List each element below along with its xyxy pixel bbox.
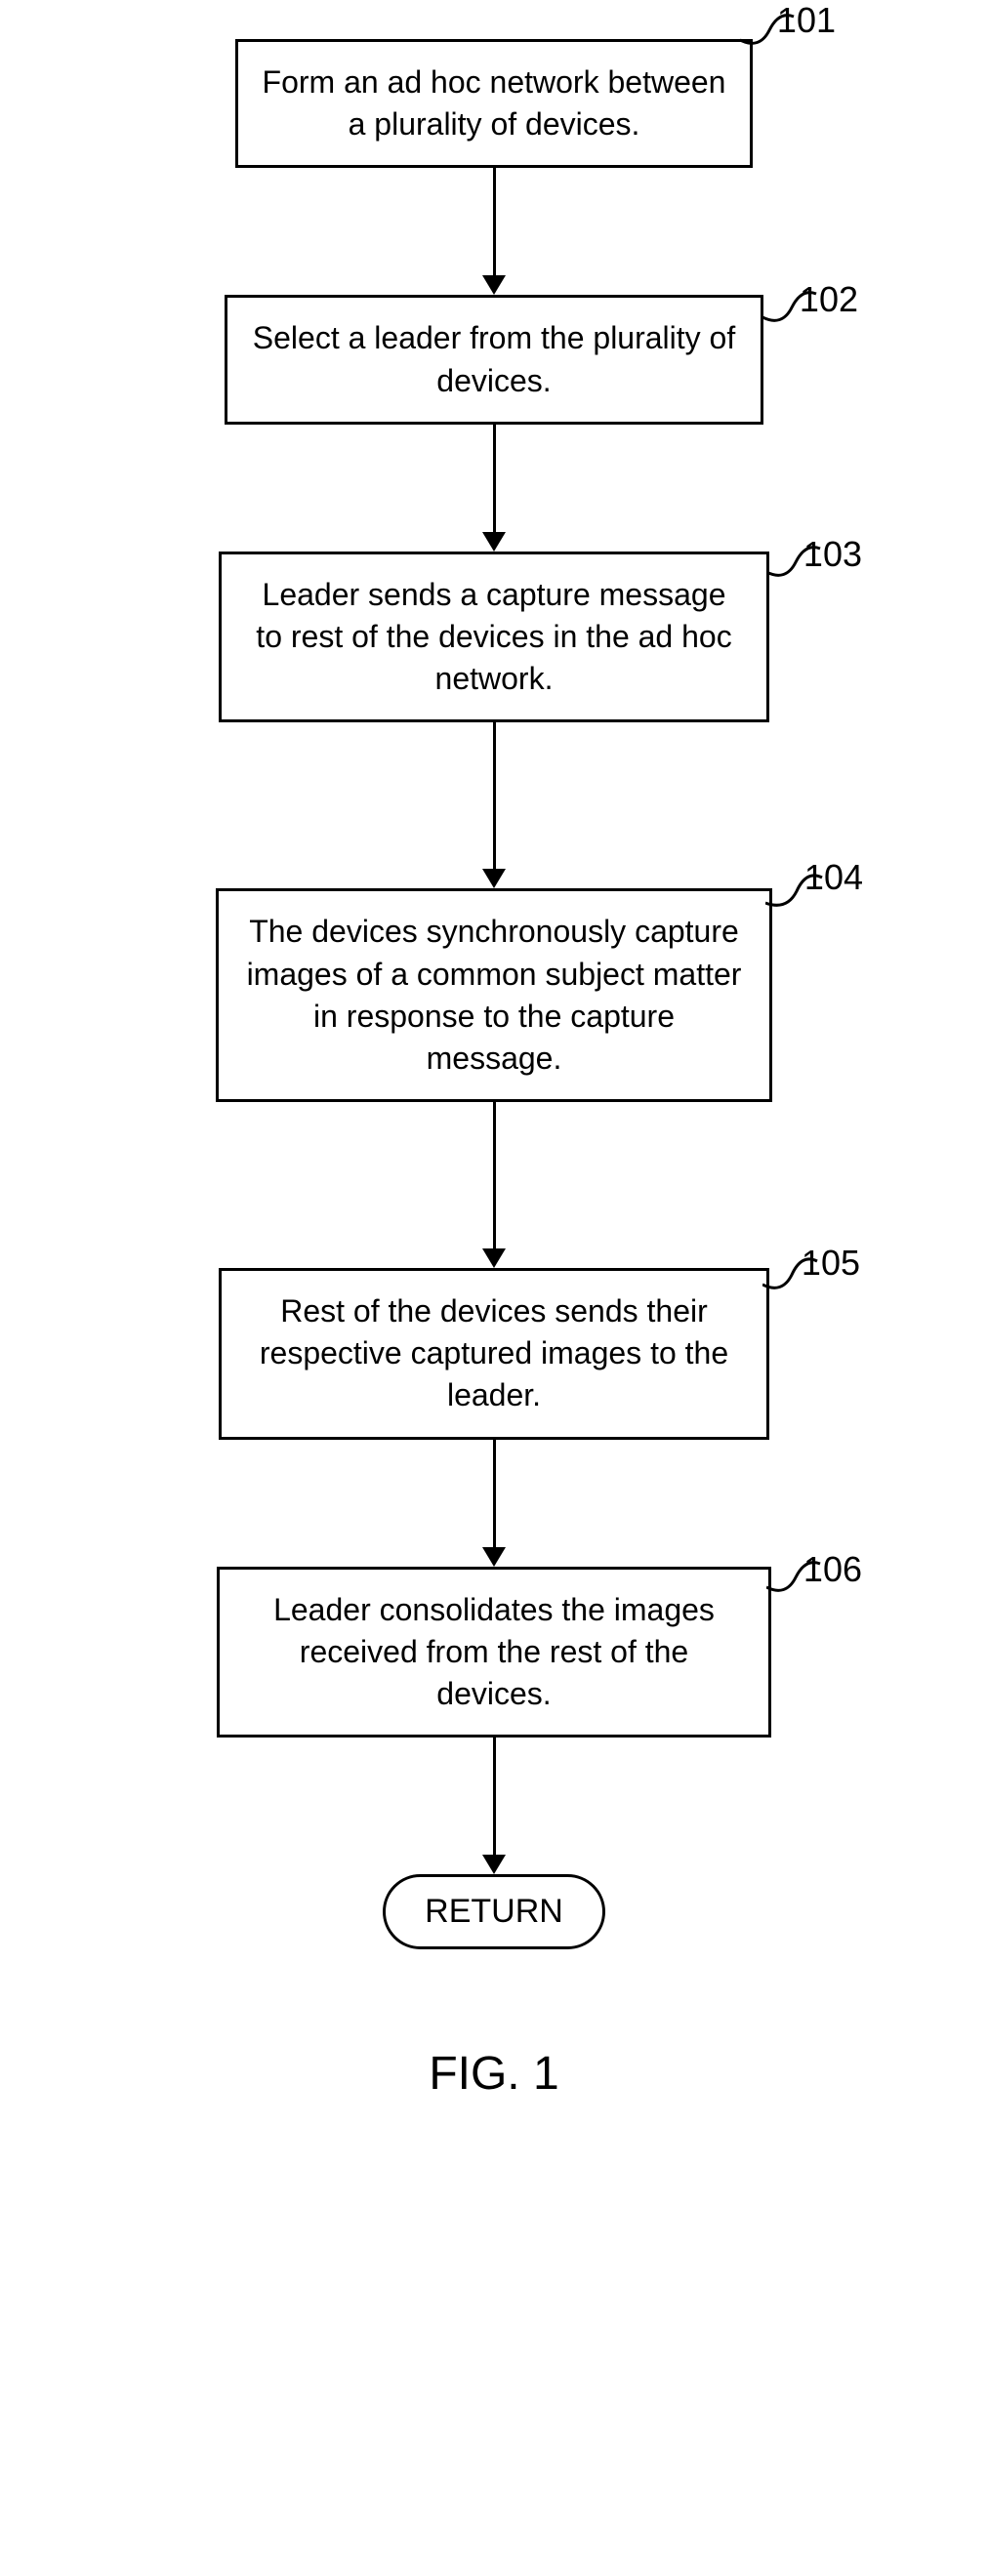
return-text: RETURN	[425, 1893, 563, 1930]
step-6-text: Leader consolidates the images received …	[273, 1592, 715, 1711]
arrow-6	[482, 1738, 506, 1874]
flowchart-step-3: Leader sends a capture message to rest o…	[219, 552, 769, 723]
step-wrapper-1: Form an ad hoc network between a plurali…	[235, 39, 753, 168]
step-wrapper-4: The devices synchronously capture images…	[216, 888, 772, 1102]
return-terminal: RETURN	[383, 1874, 605, 1949]
step-5-connector	[762, 1253, 821, 1296]
step-2-connector	[762, 288, 821, 329]
flowchart-step-1: Form an ad hoc network between a plurali…	[235, 39, 753, 168]
step-wrapper-3: Leader sends a capture message to rest o…	[219, 552, 769, 723]
figure-title: FIG. 1	[429, 2047, 558, 2101]
step-wrapper-5: Rest of the devices sends their respecti…	[219, 1268, 769, 1440]
arrow-5	[482, 1440, 506, 1567]
flowchart-step-2: Select a leader from the plurality of de…	[225, 295, 763, 424]
step-wrapper-2: Select a leader from the plurality of de…	[225, 295, 763, 424]
flowchart-container: Form an ad hoc network between a plurali…	[0, 39, 988, 2101]
flowchart-step-6: Leader consolidates the images received …	[217, 1567, 771, 1738]
step-4-connector	[765, 870, 824, 913]
step-5-text: Rest of the devices sends their respecti…	[260, 1293, 728, 1412]
step-3-text: Leader sends a capture message to rest o…	[256, 577, 731, 696]
step-2-text: Select a leader from the plurality of de…	[253, 320, 735, 397]
step-1-text: Form an ad hoc network between a plurali…	[263, 64, 726, 142]
step-3-connector	[766, 543, 825, 584]
step-6-connector	[766, 1558, 825, 1599]
arrow-2	[482, 425, 506, 552]
arrow-1	[482, 168, 506, 295]
flowchart-step-5: Rest of the devices sends their respecti…	[219, 1268, 769, 1440]
step-1-connector	[740, 11, 799, 52]
flowchart-step-4: The devices synchronously capture images…	[216, 888, 772, 1102]
arrow-4	[482, 1102, 506, 1268]
step-wrapper-6: Leader consolidates the images received …	[217, 1567, 771, 1738]
step-4-text: The devices synchronously capture images…	[247, 914, 742, 1076]
arrow-3	[482, 722, 506, 888]
